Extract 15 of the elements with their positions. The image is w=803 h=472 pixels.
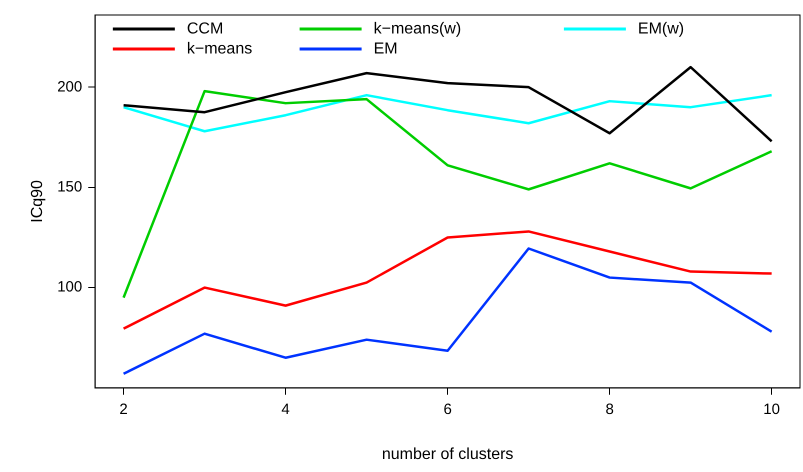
x-tick-label: 2 bbox=[119, 400, 128, 418]
x-tick-label: 6 bbox=[443, 400, 452, 418]
legend-label: k−means bbox=[186, 40, 252, 58]
y-axis-title: ICq90 bbox=[29, 180, 46, 223]
legend-label: k−means(w) bbox=[374, 20, 462, 38]
legend-label: EM bbox=[374, 40, 398, 58]
legend-label: CCM bbox=[186, 20, 224, 38]
x-tick-label: 10 bbox=[763, 400, 780, 418]
x-tick-label: 8 bbox=[605, 400, 614, 418]
y-tick-label: 150 bbox=[57, 178, 82, 196]
x-tick-label: 4 bbox=[281, 400, 290, 418]
y-tick-label: 200 bbox=[57, 78, 82, 96]
legend-label: EM(w) bbox=[638, 20, 684, 38]
x-axis-title: number of clusters bbox=[382, 446, 514, 463]
y-tick-label: 100 bbox=[57, 278, 82, 296]
